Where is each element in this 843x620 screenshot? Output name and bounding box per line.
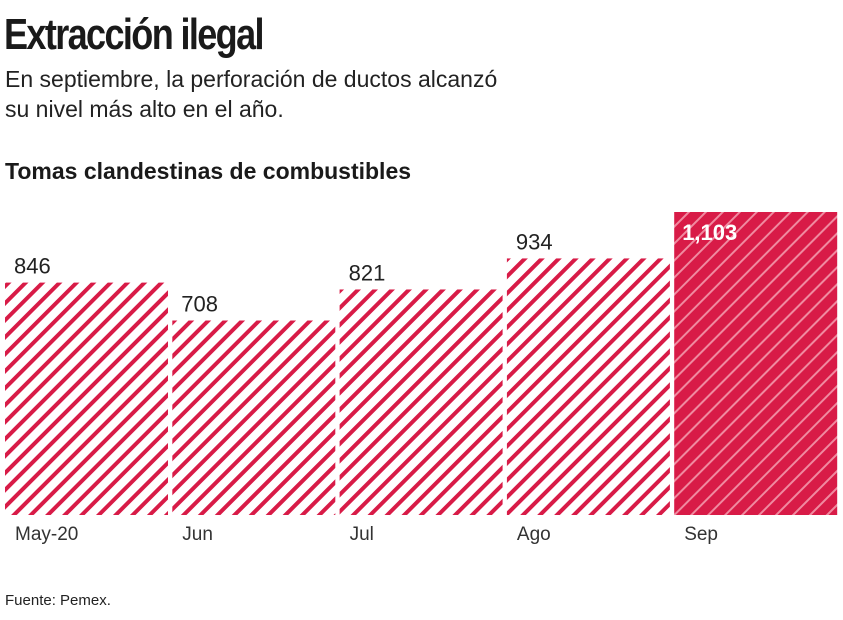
bar-Jul: [339, 289, 503, 515]
subtitle: En septiembre, la perforación de ductos …: [5, 66, 498, 122]
bar-Ago: [506, 258, 670, 515]
x-tick-label: Jun: [182, 524, 213, 545]
value-label: 821: [349, 260, 386, 285]
bar-May-20: [5, 282, 168, 515]
bar-Jun: [172, 320, 336, 515]
value-label: 846: [14, 254, 51, 279]
value-label: 1,103: [682, 220, 737, 245]
x-tick-label: Ago: [517, 524, 551, 545]
bar-Sep: [674, 212, 838, 515]
x-tick-label: May-20: [15, 524, 78, 545]
value-label: 708: [181, 292, 218, 317]
x-tick-label: Jul: [350, 524, 374, 545]
source-note: Fuente: Pemex.: [5, 592, 111, 609]
page-title: Extracción ilegal: [4, 10, 265, 59]
x-tick-label: Sep: [684, 524, 718, 545]
value-label: 934: [516, 229, 553, 254]
chart-title: Tomas clandestinas de combustibles: [5, 158, 412, 184]
